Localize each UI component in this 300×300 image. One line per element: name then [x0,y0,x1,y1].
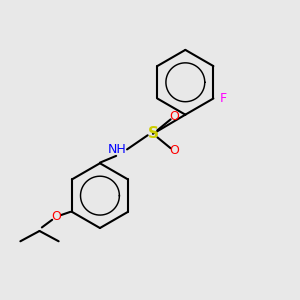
Text: S: S [147,126,158,141]
Text: O: O [51,210,61,223]
Text: NH: NH [108,143,127,157]
Text: O: O [169,110,179,123]
Text: F: F [219,92,226,105]
Text: O: O [169,144,179,158]
